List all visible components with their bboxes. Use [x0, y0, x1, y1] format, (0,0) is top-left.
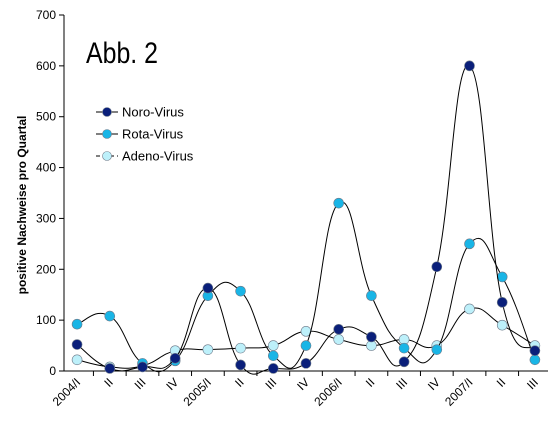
x-tick-label: IV: [163, 375, 181, 393]
data-point: [202, 344, 214, 355]
x-axis-ticks: 2004/I II III IV 2005/I II III IV 2006/I II III IV 2…: [50, 371, 541, 409]
x-tick-label: II: [494, 375, 509, 390]
chart-title: Abb. 2: [86, 37, 158, 70]
data-point: [235, 359, 246, 371]
legend-marker: [102, 129, 112, 139]
y-tick-label: 100: [36, 313, 56, 327]
chart-legend: Noro-Virus Rota-Virus Adeno-Virus: [96, 105, 194, 164]
legend-label: Noro-Virus: [122, 105, 184, 120]
data-point: [398, 356, 410, 368]
y-tick-label: 0: [49, 364, 56, 378]
legend-marker: [102, 151, 112, 161]
legend-item: Adeno-Virus: [96, 149, 194, 164]
x-tick-label: IV: [425, 375, 443, 393]
x-tick-label: II: [101, 375, 116, 390]
data-point: [169, 352, 181, 364]
data-point: [300, 358, 312, 369]
series-layer: [71, 60, 541, 375]
data-point: [235, 342, 246, 354]
legend-label: Adeno-Virus: [122, 149, 194, 164]
data-point: [333, 334, 345, 345]
series-rota-virus: [71, 197, 541, 373]
y-tick-label: 400: [36, 161, 56, 175]
data-point: [431, 261, 443, 273]
x-tick-label: III: [393, 375, 410, 392]
data-point: [366, 290, 377, 302]
data-point: [496, 319, 508, 331]
x-tick-label: II: [232, 375, 247, 390]
data-point: [431, 344, 443, 355]
data-point: [71, 339, 83, 350]
data-point: [300, 340, 312, 351]
legend-item: Noro-Virus: [96, 105, 184, 120]
series-line: [76, 201, 536, 373]
y-tick-label: 500: [36, 110, 56, 124]
series-noro-virus: [71, 60, 541, 375]
data-point: [333, 197, 345, 209]
data-point: [464, 303, 475, 315]
y-tick-label: 600: [36, 59, 56, 73]
data-point: [366, 331, 377, 343]
data-point: [529, 345, 541, 356]
x-tick-label: 2006/I: [311, 375, 344, 408]
x-tick-label: 2004/I: [50, 375, 83, 408]
data-point: [496, 271, 508, 283]
y-tick-label: 300: [36, 211, 56, 225]
data-point: [137, 361, 148, 373]
y-tick-label: 700: [36, 8, 56, 22]
data-point: [71, 318, 83, 330]
data-point: [267, 350, 279, 362]
data-point: [398, 342, 410, 354]
data-point: [333, 323, 345, 335]
data-point: [464, 238, 475, 250]
x-tick-label: IV: [294, 375, 312, 393]
data-point: [202, 282, 214, 294]
y-axis-ticks: 0 100 200 300 400 500 600 700: [36, 8, 64, 378]
x-tick-label: 2005/I: [181, 375, 214, 408]
data-point: [267, 340, 279, 351]
data-point: [464, 60, 475, 72]
y-axis-title: positive Nachweise pro Quartal: [15, 116, 29, 295]
x-tick-label: III: [524, 375, 541, 392]
x-tick-label: III: [262, 375, 279, 392]
legend-label: Rota-Virus: [122, 127, 184, 142]
x-tick-label: 2007/I: [442, 375, 475, 408]
x-tick-label: III: [132, 375, 149, 392]
x-tick-label: II: [363, 375, 378, 390]
legend-marker: [102, 107, 112, 117]
data-point: [529, 354, 541, 366]
data-point: [235, 285, 246, 297]
data-point: [71, 354, 83, 366]
legend-item: Rota-Virus: [96, 127, 184, 142]
data-point: [104, 310, 116, 322]
data-point: [104, 363, 116, 374]
data-point: [496, 297, 508, 308]
data-point: [267, 363, 279, 374]
y-tick-label: 200: [36, 262, 56, 276]
